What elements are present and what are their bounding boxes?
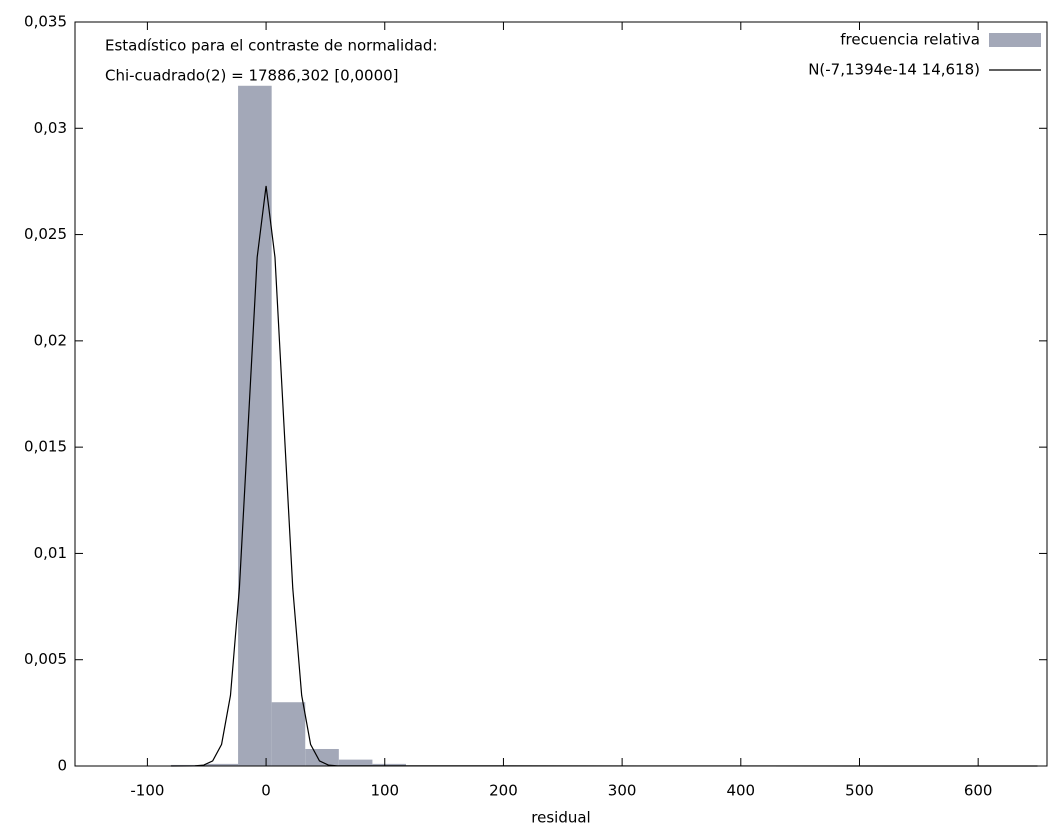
x-axis-label: residual <box>531 809 590 827</box>
legend-label: frecuencia relativa <box>840 31 980 49</box>
legend-label: N(-7,1394e-14 14,618) <box>808 61 980 79</box>
bar <box>338 759 373 766</box>
density-curve <box>171 185 1038 767</box>
bar <box>305 748 339 766</box>
y-tick-label: 0,02 <box>34 331 67 349</box>
bar <box>204 763 239 766</box>
bar <box>372 763 407 766</box>
x-tick-label: 400 <box>726 782 755 800</box>
x-tick-label: 500 <box>845 782 874 800</box>
y-tick-label: 0 <box>57 757 67 775</box>
legend-swatch <box>989 33 1041 47</box>
bar <box>238 85 272 767</box>
annotation: Estadístico para el contraste de normali… <box>105 37 438 55</box>
annotation: Chi-cuadrado(2) = 17886,302 [0,0000] <box>105 67 399 85</box>
bar <box>271 702 306 766</box>
y-tick-label: 0,035 <box>24 13 67 31</box>
y-tick-label: 0,015 <box>24 438 67 456</box>
y-tick-label: 0,025 <box>24 225 67 243</box>
x-tick-label: -100 <box>130 782 164 800</box>
x-tick-label: 600 <box>964 782 993 800</box>
x-tick-label: 100 <box>370 782 399 800</box>
plot-frame <box>74 21 1048 767</box>
x-tick-label: 200 <box>489 782 518 800</box>
x-tick-label: 0 <box>261 782 271 800</box>
y-tick-label: 0,01 <box>34 544 67 562</box>
x-tick-label: 300 <box>608 782 637 800</box>
y-tick-label: 0,03 <box>34 119 67 137</box>
y-tick-label: 0,005 <box>24 650 67 668</box>
